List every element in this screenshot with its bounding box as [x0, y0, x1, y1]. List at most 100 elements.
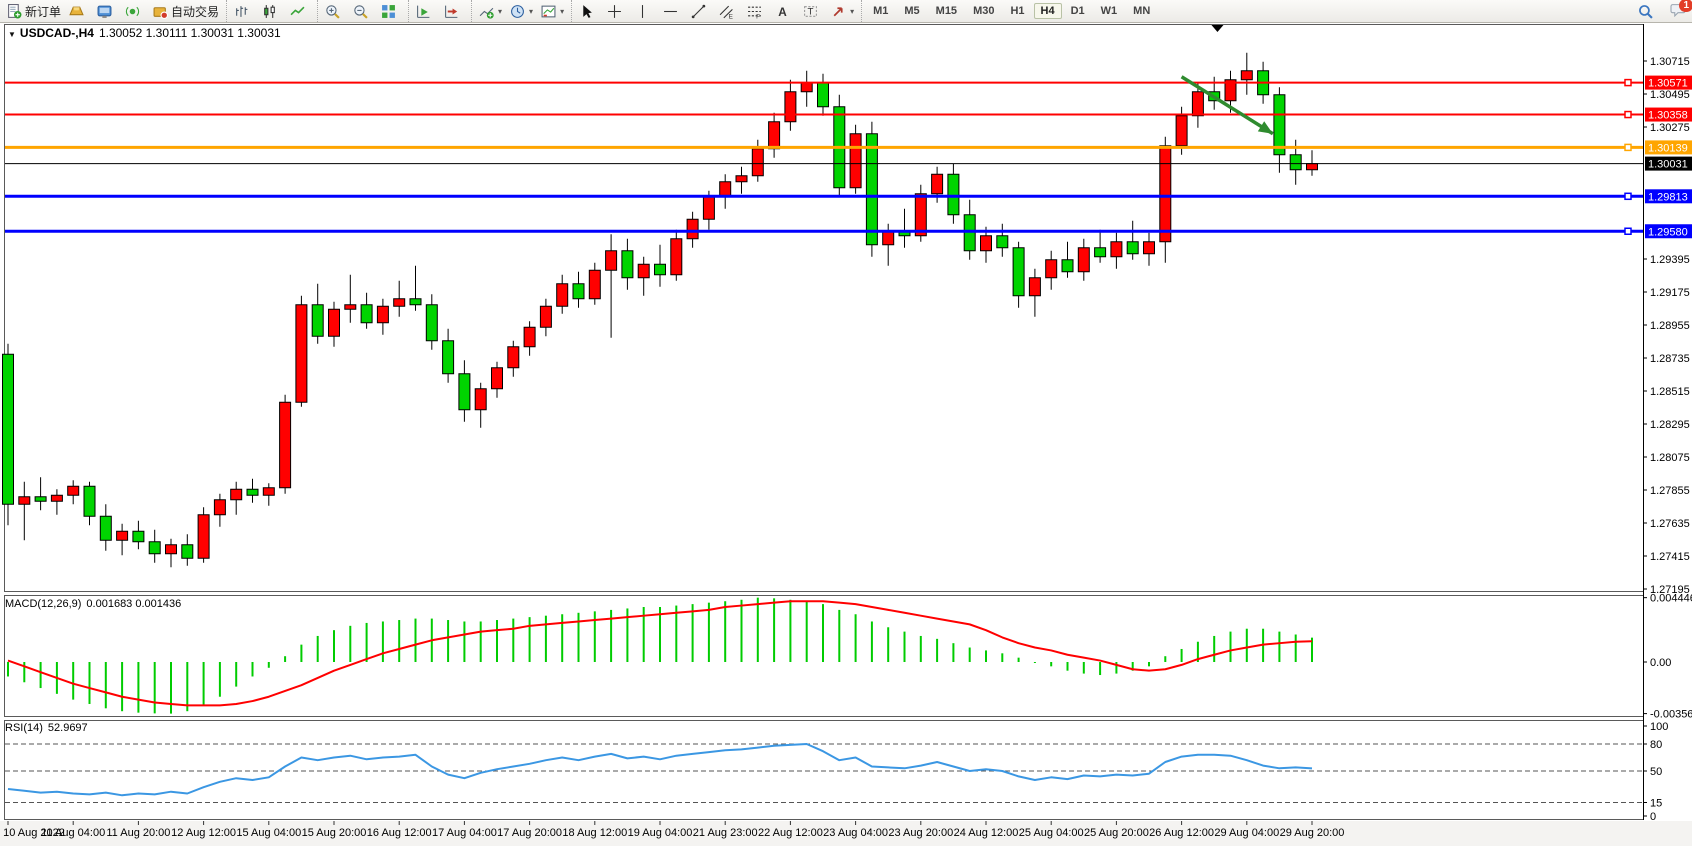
- toolbar-group: E F A T ▾: [571, 0, 861, 22]
- macd-histogram-bar: [1229, 631, 1232, 662]
- template-icon: [541, 4, 556, 19]
- candle: [442, 328, 455, 383]
- macd-histogram-bar: [300, 644, 303, 662]
- equidistant-channel-tool[interactable]: E: [716, 1, 742, 21]
- svg-text:A: A: [778, 5, 787, 18]
- new-order-button[interactable]: 新订单: [4, 1, 64, 21]
- templates-button[interactable]: ▾: [538, 1, 567, 21]
- auto-scroll-button[interactable]: [413, 1, 439, 21]
- timeframe-button-m5[interactable]: M5: [904, 5, 920, 17]
- line-handle[interactable]: [1624, 227, 1632, 235]
- chevron-down-icon: ▾: [529, 6, 534, 16]
- macd-histogram-bar: [1164, 656, 1167, 662]
- tile-windows-button[interactable]: [378, 1, 404, 21]
- macd-histogram-bar: [1033, 662, 1036, 663]
- axis-tick-label: 1.28515: [1650, 386, 1690, 398]
- time-axis-label: 15 Aug 04:00: [236, 827, 301, 839]
- vertical-line-tool[interactable]: [632, 1, 658, 21]
- chart-shift-button[interactable]: [441, 1, 467, 21]
- search-button[interactable]: [1635, 1, 1661, 21]
- candle: [621, 238, 634, 290]
- candle: [1240, 52, 1253, 95]
- chart-plot-area[interactable]: [4, 24, 1644, 592]
- channel-icon: E: [719, 4, 734, 19]
- price-line-label: [1645, 224, 1692, 239]
- macd-histogram-bar: [822, 604, 824, 662]
- horizontal-line-icon: [663, 4, 678, 19]
- macd-histogram-bar: [333, 630, 335, 662]
- macd-histogram-bar: [121, 662, 124, 712]
- line-handle[interactable]: [1624, 78, 1632, 87]
- svg-text:T: T: [808, 6, 814, 17]
- trendline-tool[interactable]: [688, 1, 714, 21]
- candlestick-chart-button[interactable]: [259, 1, 285, 21]
- svg-text:1.29580: 1.29580: [1648, 226, 1688, 238]
- rsi-pane[interactable]: [4, 720, 1644, 820]
- trend-arrow-annotation[interactable]: [1180, 75, 1274, 136]
- bar-chart-button[interactable]: [231, 1, 257, 21]
- one-click-trading-toggle[interactable]: ▼: [8, 30, 16, 39]
- notifications-button[interactable]: 1: [1670, 0, 1692, 20]
- chart-shift-marker[interactable]: [1211, 25, 1224, 32]
- macd-values: 0.001683 0.001436: [86, 598, 182, 610]
- time-axis-label: 17 Aug 20:00: [497, 827, 562, 839]
- candle: [50, 489, 63, 515]
- chevron-down-icon: ▾: [560, 6, 565, 16]
- time-axis-label: 23 Aug 20:00: [888, 827, 953, 839]
- doc-plus-icon: [7, 3, 22, 19]
- fibonacci-tool[interactable]: F: [744, 1, 770, 21]
- line-handle[interactable]: [1624, 143, 1632, 152]
- timeframe-button-h1[interactable]: H1: [1010, 5, 1025, 17]
- terminal-button[interactable]: [94, 1, 120, 21]
- cursor-tool[interactable]: [576, 1, 602, 21]
- chart-title: ▼ USDCAD-,H4 1.30052 1.30111 1.30031 1.300…: [8, 26, 281, 40]
- timeframe-button-m30[interactable]: M30: [973, 5, 995, 17]
- candle: [572, 271, 585, 308]
- axis-tick-label: 0: [1650, 811, 1656, 823]
- timeframe-button-h4[interactable]: H4: [1033, 3, 1062, 19]
- periods-button[interactable]: ▾: [507, 1, 536, 21]
- macd-histogram-bar: [1082, 662, 1085, 674]
- gold-ingot-icon: [69, 4, 84, 19]
- toolbar-group: ▾ ▾ ▾: [471, 0, 571, 22]
- timeframe-button-m15[interactable]: M15: [935, 5, 958, 17]
- macd-indicator-label: MACD(12,26,9) 0.001683 0.001436: [5, 598, 182, 610]
- axis-tick-label: 0.00: [1650, 657, 1671, 669]
- macd-histogram-bar: [903, 631, 906, 662]
- timeframe-button-d1[interactable]: D1: [1070, 5, 1085, 17]
- text-tool[interactable]: A: [772, 1, 798, 21]
- timeframe-button-w1[interactable]: W1: [1100, 5, 1118, 17]
- macd-histogram-bar: [1196, 641, 1199, 662]
- autotrade-icon: [153, 4, 169, 19]
- line-chart-icon: [290, 4, 305, 19]
- zoom-in-button[interactable]: [322, 1, 348, 21]
- line-handle[interactable]: [1624, 192, 1632, 201]
- timeframe-button-mn[interactable]: MN: [1133, 5, 1151, 17]
- metaeditor-button[interactable]: [66, 1, 92, 21]
- crosshair-tool[interactable]: [604, 1, 630, 21]
- text-label-tool[interactable]: T: [800, 1, 826, 21]
- candle: [784, 79, 797, 131]
- arrows-tool[interactable]: ▾: [828, 1, 857, 21]
- macd-histogram-bar: [707, 602, 710, 662]
- candle: [279, 394, 292, 494]
- macd-histogram-bar: [773, 598, 776, 662]
- horizontal-line-tool[interactable]: [660, 1, 686, 21]
- zoom-out-button[interactable]: [350, 1, 376, 21]
- time-scale[interactable]: [0, 821, 1692, 846]
- macd-histogram-bar: [447, 620, 450, 662]
- signals-button[interactable]: [122, 1, 148, 21]
- line-handle[interactable]: [1624, 110, 1632, 119]
- timeframe-button-m1[interactable]: M1: [873, 5, 889, 17]
- indicators-button[interactable]: ▾: [476, 1, 505, 21]
- axis-tick-label: -0.003566: [1650, 709, 1692, 721]
- line-chart-button[interactable]: [287, 1, 313, 21]
- autotrading-button[interactable]: 自动交易: [150, 1, 222, 21]
- candle: [67, 480, 80, 505]
- time-axis-label: 22 Aug 12:00: [758, 827, 823, 839]
- axis-tick-label: 100: [1650, 721, 1668, 733]
- svg-text:1.30139: 1.30139: [1648, 142, 1688, 154]
- time-axis-label: 19 Aug 04:00: [628, 827, 693, 839]
- svg-text:F: F: [756, 13, 760, 19]
- axis-tick-label: 0.004446: [1650, 593, 1692, 605]
